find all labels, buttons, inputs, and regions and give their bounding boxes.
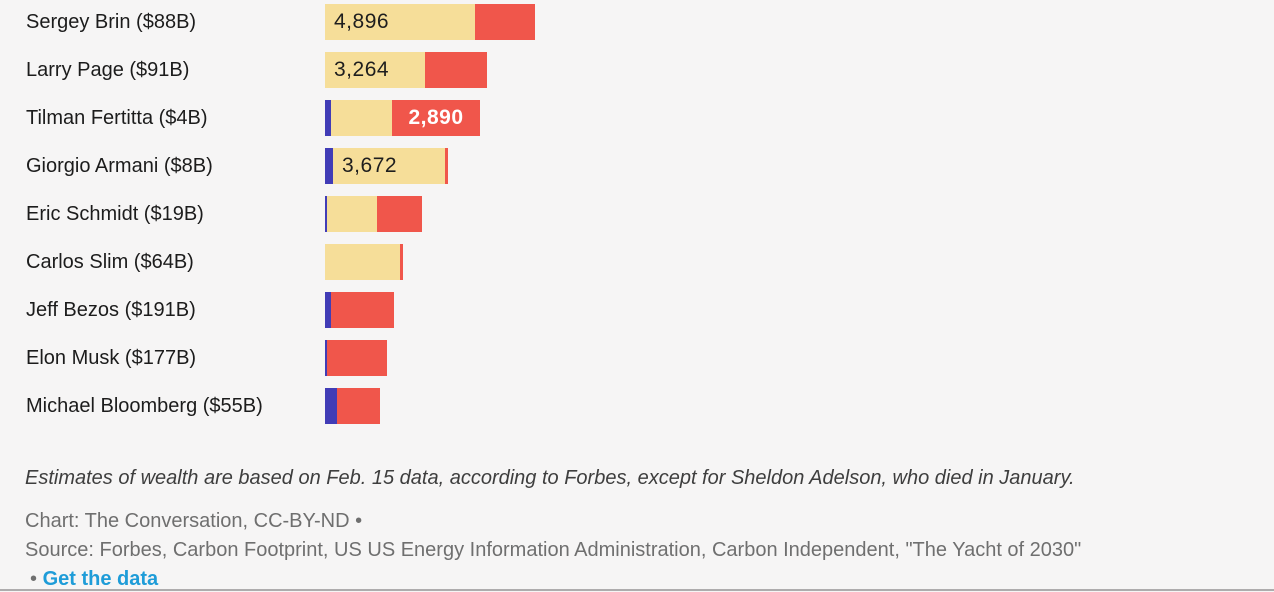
bar-segment-red xyxy=(475,4,535,40)
bar-segment-red xyxy=(445,148,448,184)
bar-row-label: Jeff Bezos ($191B) xyxy=(26,298,196,321)
bar-row: Giorgio Armani ($8B) 3,672 xyxy=(0,148,535,184)
bar: 3,264 xyxy=(325,52,487,88)
bar-row-label: Larry Page ($91B) xyxy=(26,58,190,81)
bar-segment-red xyxy=(327,340,387,376)
bar-segment-yellow: 4,896 xyxy=(325,4,475,40)
bar-segment-blue xyxy=(325,388,337,424)
bar-row: Michael Bloomberg ($55B) xyxy=(0,388,535,424)
chart-footer: Estimates of wealth are based on Feb. 15… xyxy=(25,466,1270,592)
chart-source: Source: Forbes, Carbon Footprint, US US … xyxy=(25,539,1082,561)
bar-row: Sergey Brin ($88B) 4,896 xyxy=(0,4,535,40)
bar-segment-blue xyxy=(325,292,331,328)
bar-segment-yellow xyxy=(325,244,400,280)
bar-row-label: Sergey Brin ($88B) xyxy=(26,10,197,33)
bullet-separator: • xyxy=(30,568,38,590)
bar-segment-yellow xyxy=(331,100,392,136)
stacked-bar-chart: Sergey Brin ($88B) 4,896 Larry Page ($91B)… xyxy=(0,4,535,436)
bar-value-label: 4,896 xyxy=(334,10,390,33)
bar-row: Larry Page ($91B) 3,264 xyxy=(0,52,535,88)
get-the-data-link[interactable]: Get the data xyxy=(42,568,159,590)
bar-row-label: Giorgio Armani ($8B) xyxy=(26,154,213,177)
bar-segment-red xyxy=(400,244,403,280)
bar-row-label: Eric Schmidt ($19B) xyxy=(26,202,204,225)
bar: 4,896 xyxy=(325,4,535,40)
bar-row: Eric Schmidt ($19B) xyxy=(0,196,535,232)
bar-row: Tilman Fertitta ($4B) 2,890 xyxy=(0,100,535,136)
bar xyxy=(325,196,422,232)
bar-segment-red xyxy=(337,388,380,424)
bar-segment-red xyxy=(331,292,394,328)
bar-segment-yellow: 3,672 xyxy=(333,148,445,184)
bar-value-label: 3,672 xyxy=(342,154,398,177)
bar-segment-red xyxy=(425,52,487,88)
bar xyxy=(325,340,387,376)
bar-segment-blue xyxy=(325,196,327,232)
bar-value-label: 3,264 xyxy=(334,58,390,81)
bar-segment-red xyxy=(377,196,422,232)
bar-segment-blue xyxy=(325,100,331,136)
bar xyxy=(325,292,394,328)
bar-row-label: Carlos Slim ($64B) xyxy=(26,250,194,273)
bar-row: Carlos Slim ($64B) xyxy=(0,244,535,280)
bar-row-label: Elon Musk ($177B) xyxy=(26,346,197,369)
bar-segment-red: 2,890 xyxy=(392,100,480,136)
bar-segment-yellow: 3,264 xyxy=(325,52,425,88)
bottom-divider xyxy=(0,589,1274,591)
bar: 3,672 xyxy=(325,148,448,184)
bar-segment-blue xyxy=(325,148,333,184)
bar-row-label: Michael Bloomberg ($55B) xyxy=(26,394,263,417)
bar-row: Jeff Bezos ($191B) xyxy=(0,292,535,328)
chart-footnote: Estimates of wealth are based on Feb. 15… xyxy=(25,467,1075,489)
bar: 2,890 xyxy=(325,100,480,136)
get-data-line: • Get the data xyxy=(25,565,1270,592)
chart-credit: Chart: The Conversation, CC-BY-ND • xyxy=(25,510,363,532)
bar xyxy=(325,388,380,424)
bar-row-label: Tilman Fertitta ($4B) xyxy=(26,106,208,129)
bar-value-label: 2,890 xyxy=(408,106,464,129)
bar xyxy=(325,244,403,280)
bar-segment-blue xyxy=(325,340,327,376)
bar-segment-yellow xyxy=(327,196,377,232)
bar-row: Elon Musk ($177B) xyxy=(0,340,535,376)
